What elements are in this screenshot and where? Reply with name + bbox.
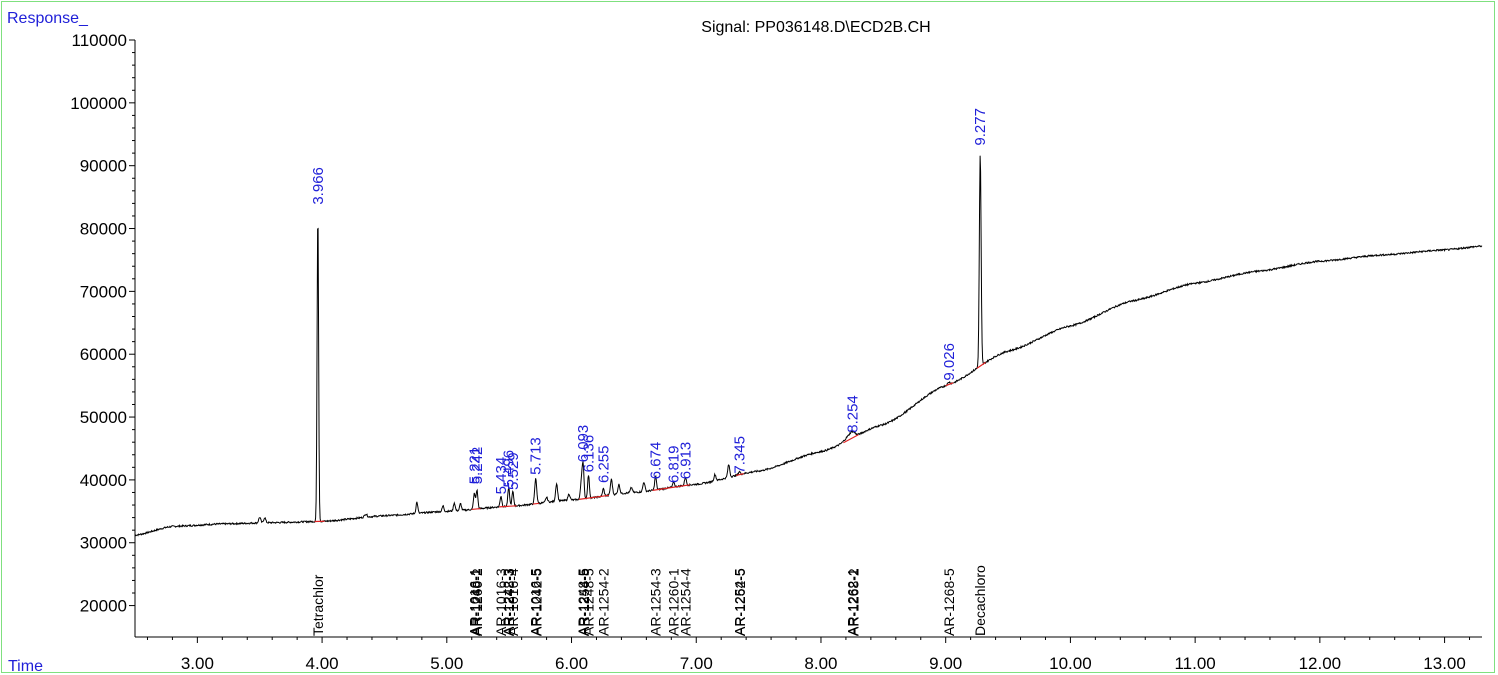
compound-label: AR-1260-2 [469, 568, 485, 636]
compound-label: AR-1260-1 [666, 568, 682, 636]
compound-labels: Tetrachlor AR-1016-1AR-1248-1AR-1260-2 AR-… [310, 565, 988, 636]
x-axis-label: Time [8, 658, 43, 675]
peak-label: 6.913 [677, 442, 694, 480]
peak-label: 9.026 [941, 343, 958, 381]
compound-label: AR-1248-3 [501, 568, 517, 636]
y-tick-label: 50000 [80, 408, 127, 427]
baseline-mark [499, 505, 517, 508]
chart-title: Signal: PP036148.D\ECD2B.CH [701, 19, 930, 36]
y-tick-label: 20000 [80, 597, 127, 616]
x-tick-label: 9.00 [929, 654, 962, 673]
x-tick-label: 5.00 [430, 654, 463, 673]
compound-label: AR-1016-5 [528, 568, 544, 636]
compound-label: AR-1254-5 [576, 568, 592, 636]
y-tick-label: 30000 [80, 534, 127, 553]
y-axis-label: Response_ [7, 10, 89, 27]
y-tick-label: 90000 [80, 157, 127, 176]
baseline-mark [652, 484, 691, 491]
baseline-mark [578, 494, 610, 500]
compound-label: AR-1248-1 [468, 568, 484, 636]
compound-label: AR-1268-2 [845, 568, 861, 636]
peak-label: 5.221 [466, 447, 483, 485]
compound-label: AR-1262-1 [845, 568, 861, 636]
signal-trace [134, 155, 1483, 537]
y-tick-label: 60000 [80, 345, 127, 364]
x-tick-label: 6.00 [555, 654, 588, 673]
x-tick-label: 8.00 [804, 654, 837, 673]
peak-label: 5.529 [505, 452, 522, 490]
baseline-mark [471, 507, 481, 511]
compound-label: Tetrachlor [310, 574, 326, 636]
tick-labels: 20000 30000 40000 50000 60000 70000 80000 90000… [70, 31, 1471, 673]
peak-label: 9.277 [972, 108, 989, 146]
x-tick-label: 7.00 [680, 654, 713, 673]
compound-label: AR-1254-5 [731, 568, 747, 636]
baseline-marks [314, 361, 986, 523]
x-tick-label: 4.00 [306, 654, 339, 673]
baseline-mark [736, 473, 744, 477]
compound-label: AR-1254-4 [677, 568, 693, 636]
axes [134, 40, 1482, 638]
peak-label: 6.136 [580, 435, 597, 473]
peak-label: 3.966 [310, 167, 327, 205]
compound-label: AR-1268-5 [941, 568, 957, 636]
baseline-mark [843, 434, 859, 444]
peak-label: 6.093 [575, 425, 592, 463]
compound-label: AR-1254-2 [595, 568, 611, 636]
y-tick-label: 80000 [80, 220, 127, 239]
peak-label: 8.254 [845, 395, 862, 433]
x-tick-label: 12.00 [1299, 654, 1342, 673]
peak-label: 6.674 [648, 442, 665, 480]
peak-label: 5.242 [469, 447, 486, 485]
y-tick-label: 100000 [70, 94, 127, 113]
peak-label: 6.819 [666, 445, 683, 483]
x-tick-label: 10.00 [1049, 654, 1092, 673]
compound-label: AR-1242-3 [500, 568, 516, 636]
compound-label: AR-1016-1 [466, 568, 482, 636]
baseline-mark [532, 502, 540, 505]
compound-label: AR-1016-4 [505, 568, 521, 636]
peak-label: 5.713 [528, 437, 545, 475]
compound-label: AR-1248-5 [580, 568, 596, 636]
x-tick-label: 3.00 [181, 654, 214, 673]
peak-label: 5.434 [493, 457, 510, 495]
compound-label: AR-1248-5 [575, 568, 591, 636]
y-tick-label: 110000 [72, 31, 127, 50]
x-tick-label: 13.00 [1423, 654, 1466, 673]
baseline-mark [945, 382, 954, 387]
compound-label: AR-1242-5 [529, 568, 545, 636]
baseline-mark [976, 361, 986, 369]
peak-label: 6.255 [595, 445, 612, 483]
compound-label: Decachloro [972, 565, 988, 636]
compound-label: AR-1254-3 [648, 568, 664, 636]
y-tick-label: 40000 [80, 471, 127, 490]
peak-label: 7.345 [731, 436, 748, 474]
x-tick-label: 11.00 [1174, 654, 1215, 673]
peak-label: 5.496 [501, 450, 518, 488]
compound-label: AR-1016-3 [493, 568, 509, 636]
compound-label: AR-1262-5 [732, 568, 748, 636]
y-tick-label: 70000 [80, 282, 127, 301]
